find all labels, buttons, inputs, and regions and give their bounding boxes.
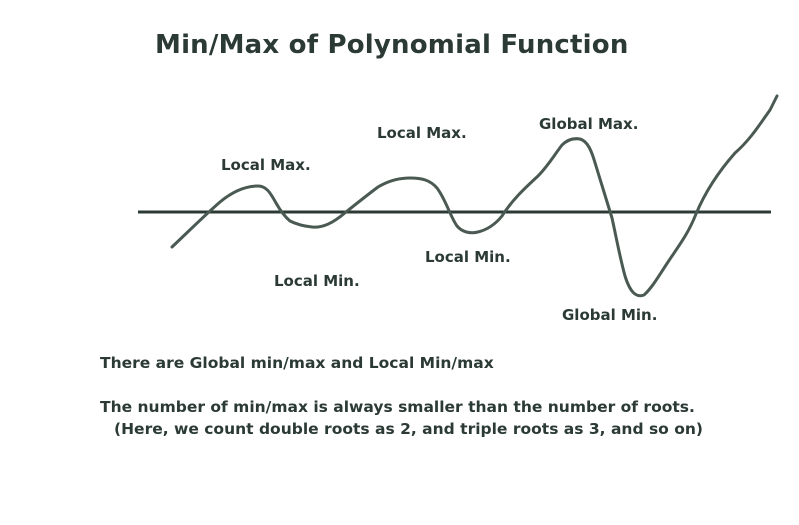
polynomial-curve <box>170 94 779 298</box>
local-max-label-2: Local Max. <box>377 124 467 142</box>
note-global-local: There are Global min/max and Local Min/m… <box>100 354 494 372</box>
local-max-label-1: Local Max. <box>221 156 311 174</box>
local-min-label-2: Local Min. <box>425 248 511 266</box>
note-minmax-roots: The number of min/max is always smaller … <box>100 398 695 416</box>
note-double-triple-roots: (Here, we count double roots as 2, and t… <box>114 420 703 438</box>
page-title: Min/Max of Polynomial Function <box>155 30 629 60</box>
local-min-label-1: Local Min. <box>274 272 360 290</box>
global-max-label: Global Max. <box>539 115 639 133</box>
global-min-label: Global Min. <box>562 306 658 324</box>
